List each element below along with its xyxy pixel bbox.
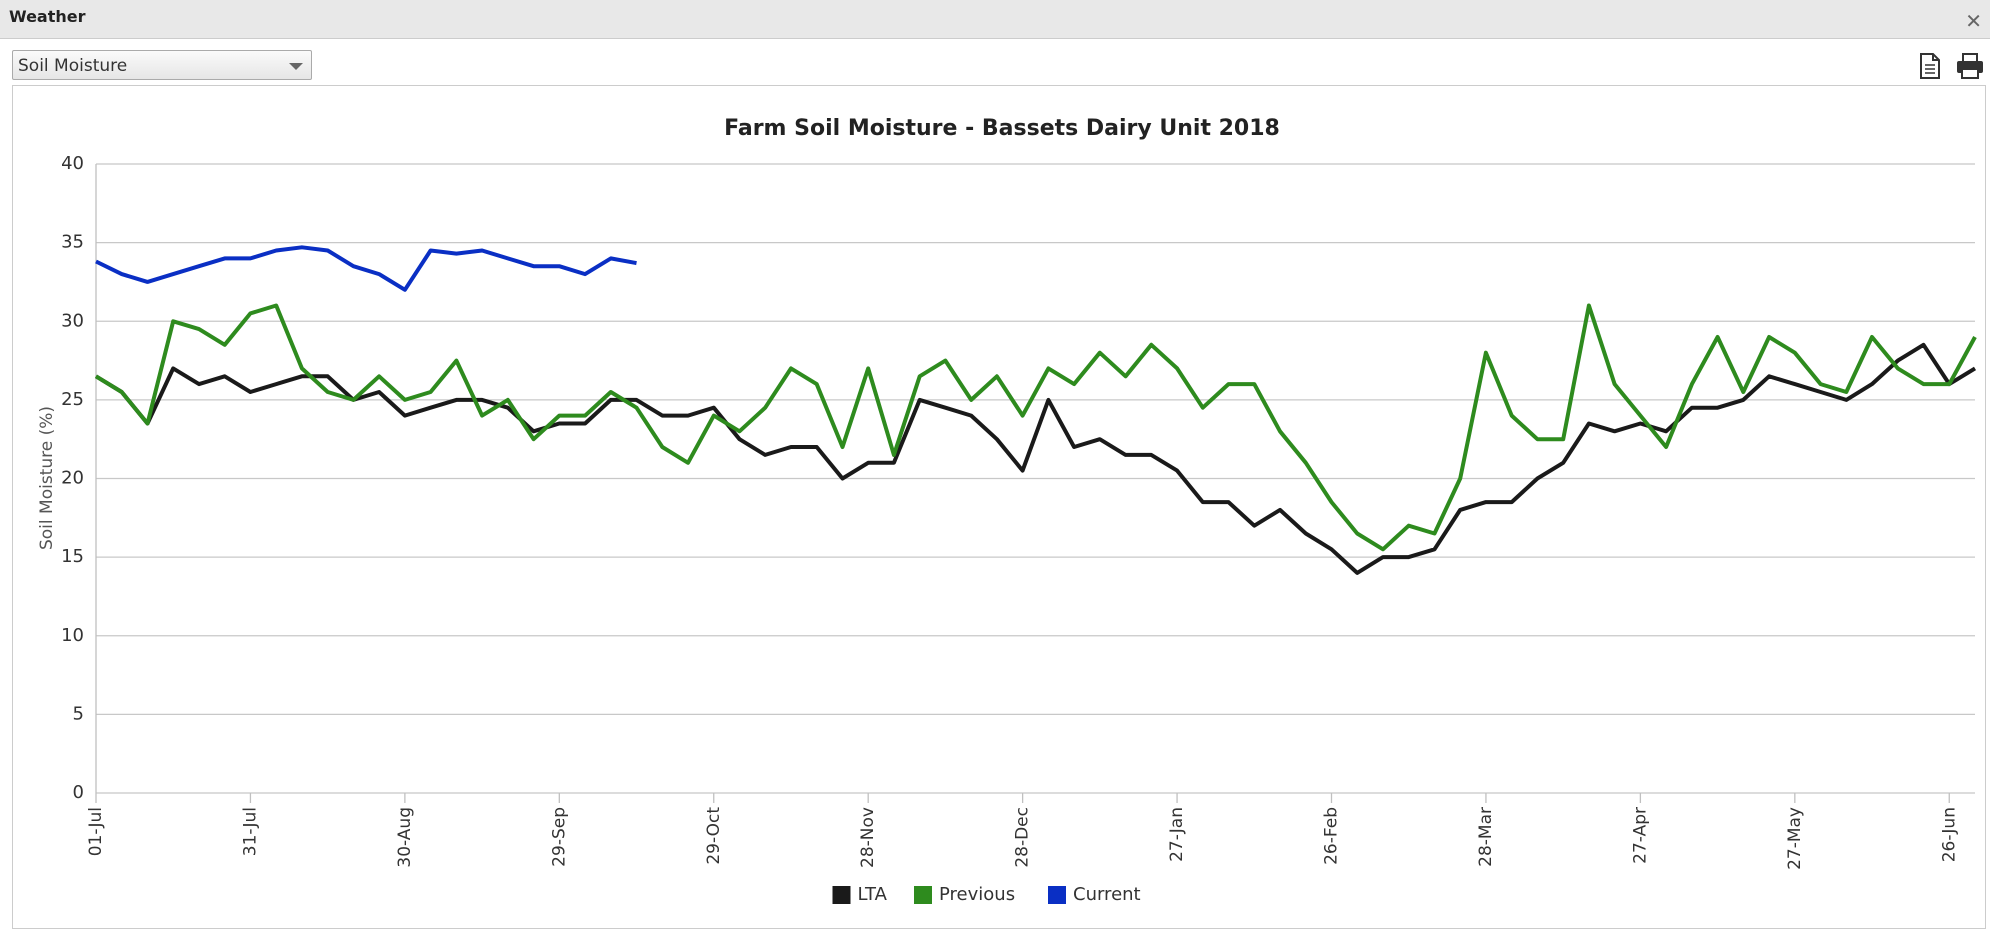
x-tick-label: 27-Jan [1167, 807, 1187, 862]
legend-label: Current [1073, 884, 1141, 905]
legend-swatch [1048, 886, 1066, 904]
x-tick-label: 28-Mar [1476, 807, 1496, 867]
close-button[interactable]: ✕ [1965, 9, 1982, 33]
x-tick-label: 31-Jul [240, 807, 260, 856]
x-tick-label: 27-Apr [1630, 807, 1650, 864]
metric-dropdown[interactable]: Soil Moisture [12, 50, 312, 80]
x-tick-label: 29-Sep [549, 807, 569, 867]
y-tick-label: 20 [61, 468, 84, 489]
y-tick-label: 0 [73, 782, 84, 803]
legend-swatch [914, 886, 932, 904]
export-document-icon[interactable] [1918, 52, 1942, 80]
y-tick-label: 10 [61, 625, 84, 646]
series-line [94, 303, 1977, 552]
x-tick-label: 01-Jul [86, 807, 106, 856]
x-tick-label: 28-Dec [1013, 807, 1033, 868]
print-icon[interactable] [1955, 52, 1985, 80]
y-tick-label: 35 [61, 232, 84, 253]
x-tick-label: 28-Nov [858, 807, 878, 868]
dropdown-value: Soil Moisture [18, 56, 128, 76]
y-tick-label: 30 [61, 310, 84, 331]
y-tick-label: 5 [73, 703, 84, 724]
y-tick-label: 25 [61, 389, 84, 410]
window-title: Weather [9, 7, 86, 26]
x-tick-label: 29-Oct [704, 807, 724, 865]
series-line [94, 342, 1977, 575]
y-tick-label: 40 [61, 153, 84, 174]
x-tick-label: 26-Feb [1322, 807, 1342, 865]
dropdown-arrow [289, 63, 303, 70]
chart-frame [12, 85, 1986, 929]
x-tick-label: 27-May [1785, 807, 1805, 870]
x-tick-label: 30-Aug [395, 807, 415, 868]
legend-label: LTA [858, 884, 888, 905]
legend-swatch [832, 886, 851, 904]
legend-label: Previous [939, 884, 1015, 905]
y-axis-label: Soil Moisture (%) [37, 406, 57, 550]
chart-title: Farm Soil Moisture - Bassets Dairy Unit … [724, 116, 1280, 141]
x-tick-label: 26-Jun [1939, 807, 1959, 862]
y-tick-label: 15 [61, 546, 84, 567]
header-bar: Weather ✕ [0, 0, 1990, 39]
series-line [95, 245, 637, 292]
